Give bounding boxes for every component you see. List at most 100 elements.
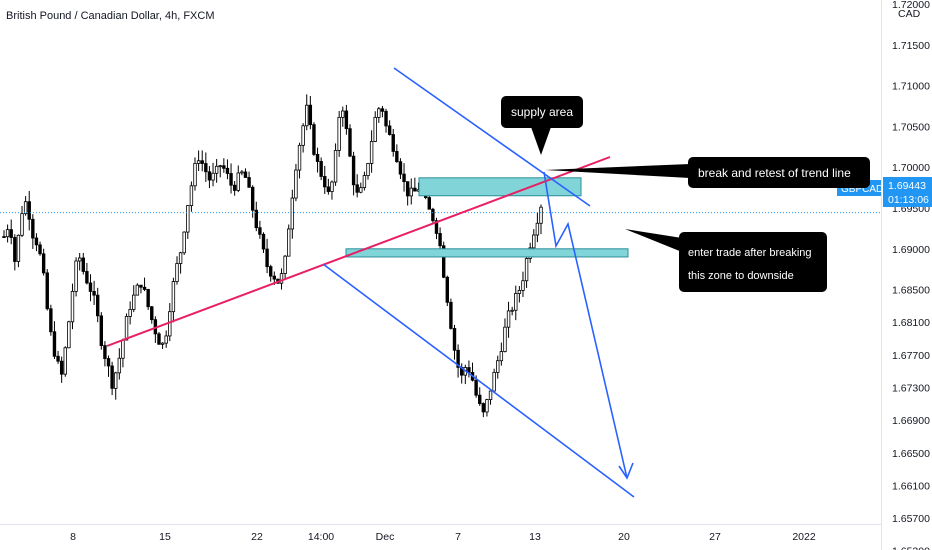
candle-up (77, 257, 82, 262)
candle-up (506, 310, 511, 328)
candle-down (56, 355, 60, 362)
candle-up (63, 347, 67, 375)
candle-down (395, 151, 399, 163)
candle-down (9, 229, 13, 238)
candle-up (164, 335, 168, 344)
candle-down (150, 306, 154, 321)
candle-down (380, 108, 385, 112)
candle-down (49, 308, 53, 333)
candle-down (106, 358, 111, 367)
candle-down (315, 153, 320, 162)
candle-up (211, 172, 215, 181)
candle-down (413, 187, 417, 192)
time-tick-label: Dec (376, 531, 395, 543)
rising-trend-line[interactable] (106, 156, 611, 347)
projection-path[interactable] (543, 171, 628, 479)
time-axis[interactable]: 8 15 22 14:00 Dec 7 13 20 27 2022 (70, 531, 816, 543)
candle-up (175, 263, 179, 282)
candle-up (499, 351, 504, 362)
candle-up (132, 294, 136, 310)
candle-up (182, 231, 186, 254)
candle-up (193, 163, 197, 187)
candle-up (214, 165, 219, 174)
candle-down (59, 360, 64, 375)
candle-up (496, 360, 500, 373)
channel-lower-line[interactable] (322, 263, 635, 498)
candle-down (27, 201, 31, 220)
currency-label: CAD (898, 8, 921, 20)
candle-up (359, 187, 363, 193)
candle-up (330, 181, 334, 192)
candle-up (532, 234, 536, 249)
candle-down (207, 171, 212, 181)
price-tick-label: 1.68500 (892, 285, 930, 297)
candle-down (449, 301, 453, 329)
candle-down (142, 286, 147, 290)
candle-down (247, 177, 251, 188)
candle-up (218, 165, 222, 168)
candle-up (362, 175, 367, 189)
candle-down (474, 379, 478, 396)
candle-down (81, 257, 85, 272)
candle-up (524, 258, 529, 282)
candle-down (319, 161, 323, 177)
candle-down (355, 184, 359, 193)
candle-up (16, 234, 21, 262)
candle-up (366, 163, 370, 177)
candle-up (503, 326, 507, 352)
supply-zone[interactable] (418, 177, 582, 197)
candle-down (391, 134, 395, 152)
break-retest-callout[interactable]: break and retest of trend line (545, 157, 870, 188)
candle-down (41, 253, 46, 274)
retest-zone[interactable] (345, 248, 629, 258)
price-tick-label: 1.69000 (892, 244, 930, 256)
candle-up (337, 116, 341, 151)
candle-up (240, 171, 244, 174)
time-tick-label: 15 (159, 531, 171, 543)
supply-area-callout[interactable]: supply area (501, 96, 583, 155)
candle-down (2, 236, 6, 238)
candle-up (290, 197, 295, 230)
price-tick-label: 1.66900 (892, 415, 930, 427)
candle-down (222, 165, 226, 169)
candle-up (114, 372, 118, 389)
drawings-layer (0, 67, 881, 498)
candle-down (229, 173, 233, 186)
candles-layer (2, 94, 543, 418)
candle-down (52, 331, 57, 357)
candle-down (398, 161, 403, 175)
price-tick-label: 1.70500 (892, 121, 930, 133)
price-tick-label: 1.65700 (892, 513, 930, 525)
candle-up (124, 316, 129, 341)
candle-up (23, 201, 28, 215)
candle-up (305, 104, 309, 127)
candle-up (283, 255, 287, 274)
symbol-label: GBPCAD (841, 184, 883, 195)
candle-up (279, 273, 284, 284)
candle-down (146, 289, 150, 308)
candle-down (438, 233, 442, 247)
candle-down (34, 237, 39, 246)
price-axis[interactable]: 1.720001.715001.710001.705001.700001.695… (892, 0, 930, 550)
candle-up (160, 342, 165, 345)
candle-down (268, 266, 273, 277)
candle-up (373, 117, 377, 142)
candle-down (99, 315, 104, 346)
candle-down (139, 284, 143, 288)
candle-down (254, 209, 258, 229)
price-tick-label: 1.71500 (892, 40, 930, 52)
candle-down (344, 110, 349, 130)
current-price-tag: 1.69443 01:13:06 (883, 177, 932, 207)
time-tick-label: 7 (455, 531, 461, 543)
candle-up (510, 309, 514, 312)
enter-trade-callout[interactable]: enter trade after breaking this zone to … (625, 229, 827, 292)
candle-down (200, 160, 204, 164)
candle-up (521, 280, 525, 291)
channel-upper-line[interactable] (393, 67, 591, 207)
candle-down (45, 272, 49, 310)
current-price-value: 1.69443 (888, 180, 926, 192)
candle-up (171, 281, 176, 313)
candle-up (517, 290, 522, 294)
candle-down (445, 276, 449, 303)
